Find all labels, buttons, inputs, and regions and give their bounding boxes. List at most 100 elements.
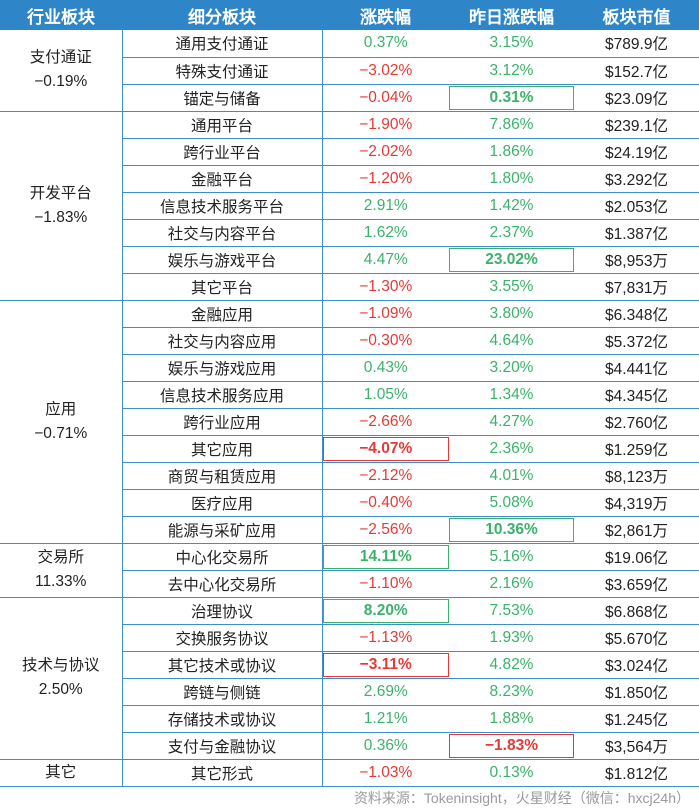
prev-change-value-cell: 2.37% — [449, 219, 574, 247]
prev-change-value: 2.37% — [489, 223, 534, 241]
subsector-name: 跨链与侧链 — [122, 678, 323, 706]
prev-change-value-cell: 1.93% — [449, 624, 574, 652]
market-cap-value: $1.259亿 — [574, 435, 699, 463]
change-value: −2.56% — [359, 520, 413, 538]
prev-change-value-cell: 1.34% — [449, 381, 574, 409]
change-value: −1.90% — [359, 115, 413, 133]
prev-change-value-cell: 1.42% — [449, 192, 574, 220]
prev-change-value-cell: 7.53% — [449, 597, 574, 625]
prev-change-value-cell: 3.15% — [449, 30, 574, 58]
prev-change-value: 3.20% — [489, 358, 534, 376]
sector-name: 支付通证 — [29, 49, 92, 67]
subsector-name: 跨行业应用 — [122, 408, 323, 436]
prev-change-value: 23.02% — [485, 250, 538, 268]
table-row: 娱乐与游戏应用 0.43% 3.20% $4.441亿 — [0, 354, 699, 382]
prev-change-value-cell: 4.01% — [449, 462, 574, 490]
table-row: 技术与协议 2.50% 治理协议 8.20% 7.53% $6.868亿 — [0, 597, 699, 760]
sector-cell: 其它 — [0, 759, 123, 787]
change-value: −1.10% — [359, 574, 413, 592]
change-value: −1.13% — [359, 628, 413, 646]
sector-change: 2.50% — [38, 681, 83, 698]
market-cap-value: $2.053亿 — [574, 192, 699, 220]
market-cap-value: $2,861万 — [574, 516, 699, 544]
prev-change-value-cell: 10.36% — [449, 516, 574, 544]
subsector-name: 其它平台 — [122, 273, 323, 301]
prev-change-value-cell: 2.16% — [449, 570, 574, 598]
change-value-cell: 14.11% — [322, 543, 449, 571]
prev-change-value: 4.27% — [489, 412, 534, 430]
change-value: 2.69% — [363, 682, 408, 700]
market-cap-value: $1.245亿 — [574, 705, 699, 733]
market-cap-value: $4.441亿 — [574, 354, 699, 382]
prev-change-value: 1.86% — [489, 142, 534, 160]
market-cap-value: $1.812亿 — [574, 759, 699, 787]
table-row: 社交与内容平台 1.62% 2.37% $1.387亿 — [0, 219, 699, 247]
market-cap-value: $8,123万 — [574, 462, 699, 490]
subsector-name: 信息技术服务应用 — [122, 381, 323, 409]
header-market-cap: 板块市值 — [574, 0, 699, 30]
prev-change-value: 3.12% — [489, 61, 534, 79]
prev-change-value: 1.80% — [489, 169, 534, 187]
change-value-cell: −3.11% — [322, 651, 449, 679]
market-cap-value: $23.09亿 — [574, 84, 699, 112]
market-cap-value: $3.292亿 — [574, 165, 699, 193]
prev-change-value-cell: 4.64% — [449, 327, 574, 355]
prev-change-value: 7.86% — [489, 115, 534, 133]
market-cap-value: $19.06亿 — [574, 543, 699, 571]
prev-change-value-cell: 3.20% — [449, 354, 574, 382]
change-value-cell: 1.62% — [322, 219, 449, 247]
sector-name: 其它 — [45, 763, 77, 781]
prev-change-value-cell: 1.80% — [449, 165, 574, 193]
sector-cell: 开发平台 −1.83% — [0, 111, 123, 301]
change-value-cell: −2.56% — [322, 516, 449, 544]
table-row: 交易所 11.33% 中心化交易所 14.11% 5.16% $19.06亿 — [0, 543, 699, 598]
prev-change-value: 4.01% — [489, 466, 534, 484]
prev-change-value: 0.13% — [489, 763, 534, 781]
sector-name: 技术与协议 — [21, 657, 100, 674]
subsector-name: 去中心化交易所 — [122, 570, 323, 598]
market-cap-value: $3.024亿 — [574, 651, 699, 679]
change-value-cell: −2.66% — [322, 408, 449, 436]
change-value-cell: −0.40% — [322, 489, 449, 517]
prev-change-value: 1.93% — [489, 628, 534, 646]
table-row: 去中心化交易所 −1.10% 2.16% $3.659亿 — [0, 570, 699, 598]
prev-change-value: 2.36% — [489, 439, 534, 457]
market-cap-value: $6.348亿 — [574, 300, 699, 328]
change-value: −0.04% — [359, 88, 413, 106]
change-value: 14.11% — [359, 547, 412, 565]
table-row: 商贸与租赁应用 −2.12% 4.01% $8,123万 — [0, 462, 699, 490]
sector-name: 应用 — [45, 400, 77, 418]
change-value-cell: 0.36% — [322, 732, 449, 760]
change-value: −0.30% — [359, 331, 413, 349]
prev-change-value-cell: 4.27% — [449, 408, 574, 436]
change-value: −3.02% — [359, 61, 413, 79]
market-cap-value: $7,831万 — [574, 273, 699, 301]
source-note: 资料来源：Tokeninsight，火星财经（微信：hxcj24h） — [353, 790, 690, 806]
change-value-cell: −1.30% — [322, 273, 449, 301]
market-cap-value: $1.387亿 — [574, 219, 699, 247]
change-value: −1.03% — [359, 763, 413, 781]
subsector-name: 其它技术或协议 — [122, 651, 323, 679]
change-value-cell: 2.69% — [322, 678, 449, 706]
header-subsector: 细分板块 — [122, 0, 322, 30]
change-value-cell: −1.10% — [322, 570, 449, 598]
prev-change-value-cell: 4.82% — [449, 651, 574, 679]
change-value: 1.05% — [363, 385, 408, 403]
change-value-cell: 1.21% — [322, 705, 449, 733]
prev-change-value-cell: 0.31% — [449, 84, 574, 112]
prev-change-value: 1.88% — [489, 709, 534, 727]
table-row: 跨链与侧链 2.69% 8.23% $1.850亿 — [0, 678, 699, 706]
subsector-name: 娱乐与游戏平台 — [122, 246, 323, 274]
change-value: 0.37% — [363, 34, 408, 52]
table-body: 支付通证 −0.19% 通用支付通证 0.37% 3.15% $789.9亿 特殊支付通证 −… — [0, 30, 699, 787]
change-value: 0.43% — [363, 358, 408, 376]
prev-change-value: 3.80% — [489, 304, 534, 322]
prev-change-value: 10.36% — [485, 520, 538, 538]
sector-change: −0.71% — [34, 424, 88, 442]
market-cap-value: $4.345亿 — [574, 381, 699, 409]
change-value-cell: −1.90% — [322, 111, 449, 139]
change-value-cell: −2.02% — [322, 138, 449, 166]
change-value: −1.20% — [359, 169, 413, 187]
subsector-name: 特殊支付通证 — [122, 57, 323, 85]
